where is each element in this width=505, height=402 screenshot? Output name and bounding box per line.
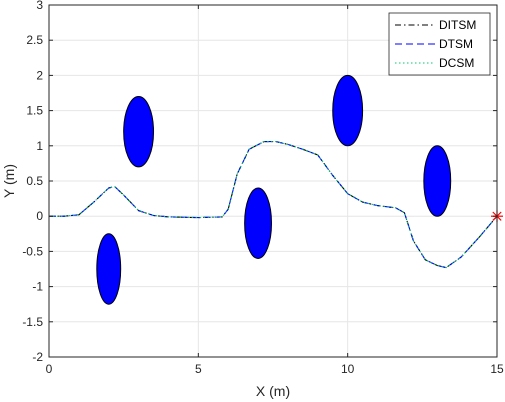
legend-box — [388, 12, 491, 76]
obstacle-ellipse — [96, 233, 122, 305]
legend-label: DITSM — [439, 18, 476, 32]
y-tick-label: 1 — [36, 139, 43, 153]
x-tick-label: 5 — [195, 362, 202, 376]
y-tick-label: -0.5 — [22, 244, 43, 258]
x-tick-label: 10 — [341, 362, 355, 376]
series-lines — [49, 141, 498, 269]
y-tick-label: 2.5 — [26, 33, 43, 47]
axis-ticks: 0 5 10 15 -2 -1.5 -1 -0.5 0 0.5 1 1.5 2 2.5 3 — [22, 0, 504, 376]
series-line-dcsm — [49, 141, 498, 269]
x-axis-label: X (m) — [256, 383, 290, 399]
y-tick-label: 0 — [36, 209, 43, 223]
legend: DITSM DTSM DCSM — [388, 12, 491, 76]
obstacle-ellipse — [423, 145, 452, 217]
y-tick-label: 1.5 — [26, 104, 43, 118]
y-tick-label: 0.5 — [26, 174, 43, 188]
legend-label: DCSM — [439, 56, 474, 70]
y-tick-label: 3 — [36, 0, 43, 12]
y-tick-label: -1 — [32, 280, 43, 294]
y-tick-label: -2 — [32, 350, 43, 364]
legend-label: DTSM — [439, 37, 473, 51]
obstacle-ellipse — [123, 96, 155, 168]
obstacles — [96, 74, 452, 305]
obstacle-ellipse — [244, 187, 273, 259]
y-tick-label: -1.5 — [22, 315, 43, 329]
x-tick-label: 15 — [490, 362, 504, 376]
y-tick-label: 2 — [36, 68, 43, 82]
x-tick-label: 0 — [46, 362, 53, 376]
obstacle-ellipse — [332, 74, 364, 147]
y-axis-label: Y (m) — [1, 164, 17, 198]
